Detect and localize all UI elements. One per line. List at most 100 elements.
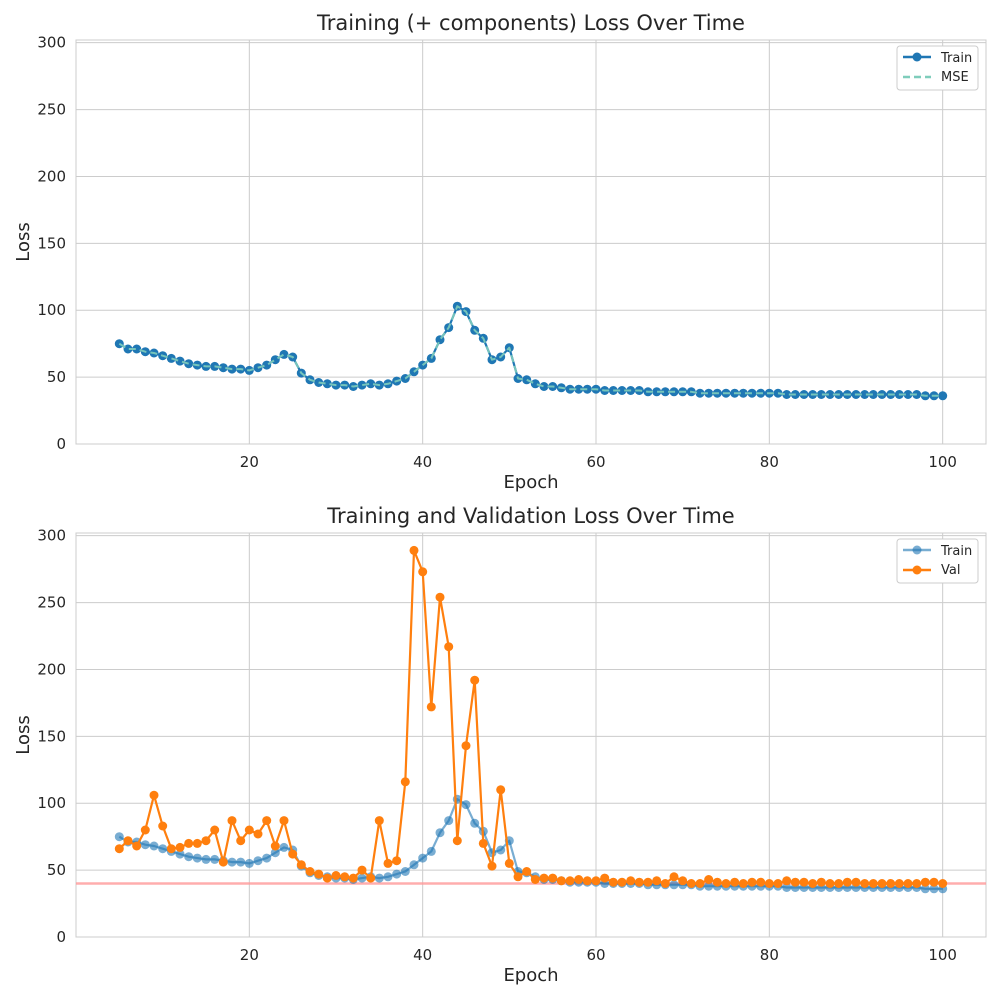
- chart-2-train-point: [262, 853, 272, 863]
- chart-2-val-point: [210, 825, 220, 835]
- chart-1-mse-line: [118, 305, 943, 397]
- chart-2-val-point: [920, 877, 930, 887]
- chart-2-train-point: [496, 845, 506, 855]
- chart-1-train-point: [530, 379, 540, 389]
- chart-2-val-point: [444, 642, 454, 652]
- chart-1-train-point: [218, 363, 228, 373]
- chart-2-val-point: [184, 838, 194, 848]
- chart-2-val-point: [548, 873, 558, 883]
- chart-1-train-point: [357, 380, 367, 390]
- chart-2-val-point: [522, 867, 532, 876]
- chart-2-train-point: [244, 858, 254, 868]
- chart-1-train-point: [860, 390, 870, 399]
- chart-2-val-point: [418, 567, 428, 577]
- chart-2-val-point: [868, 879, 878, 888]
- chart-2-val-point: [669, 872, 679, 882]
- chart-2-y-tick-label: 300: [37, 527, 66, 545]
- chart-1: Training (+ components) Loss Over Time 2…: [13, 11, 987, 493]
- chart-1-x-tick-label: 80: [760, 453, 779, 471]
- chart-2-val-point: [270, 841, 280, 851]
- chart-2-val-point: [912, 879, 922, 888]
- chart-2-val-point: [383, 858, 393, 868]
- chart-2-val-point: [782, 876, 792, 886]
- chart-2-val-point: [634, 877, 644, 887]
- chart-2-y-tick-label: 0: [56, 928, 66, 946]
- chart-2-train-point: [192, 853, 202, 863]
- chart-2-train-point: [929, 884, 939, 894]
- chart-2-train-point: [114, 832, 124, 842]
- chart-2-val-point: [366, 873, 376, 883]
- chart-2-val-point: [262, 816, 272, 826]
- chart-1-series-train: [114, 301, 948, 401]
- chart-2-val-point: [721, 879, 731, 888]
- chart-1-train-point: [132, 344, 142, 354]
- chart-2-train-point: [461, 800, 471, 810]
- chart-2-val-point: [903, 879, 913, 888]
- chart-1-y-tick-label: 100: [37, 301, 66, 319]
- chart-2-val-line: [118, 549, 943, 885]
- chart-2-val-point: [218, 857, 228, 867]
- chart-2-train-point: [409, 860, 419, 870]
- chart-1-train-point: [175, 356, 185, 366]
- chart-2-val-point: [808, 879, 818, 888]
- chart-1-train-point: [738, 388, 748, 398]
- chart-1-y-axis-label: Loss: [13, 222, 34, 261]
- chart-1-x-tick-label: 100: [928, 453, 957, 471]
- chart-2-plot-area: [75, 532, 987, 938]
- chart-1-title: Training (+ components) Loss Over Time: [316, 11, 745, 35]
- chart-2-train-point: [418, 853, 428, 863]
- chart-1-train-point: [574, 384, 584, 394]
- chart-2-val-point: [158, 821, 168, 831]
- chart-1-train-point: [747, 388, 757, 398]
- chart-2-val-point: [842, 877, 852, 887]
- chart-2-train-point: [270, 848, 280, 858]
- chart-2-val-point: [140, 825, 150, 835]
- chart-2-val-point: [773, 879, 783, 888]
- chart-2-legend: Train Val: [896, 538, 979, 584]
- chart-2-val-point: [747, 877, 757, 887]
- chart-2-train-point: [383, 872, 393, 882]
- chart-2-train-point: [140, 840, 150, 850]
- chart-2-val-point: [565, 876, 575, 886]
- chart-2-y-tick-label: 150: [37, 727, 66, 745]
- chart-2-val-point: [175, 842, 185, 852]
- chart-2-val-point: [582, 876, 592, 886]
- chart-1-train-point: [652, 387, 662, 397]
- chart-2-val-point: [452, 836, 462, 846]
- chart-2-train-point: [392, 869, 402, 879]
- chart-2-val-point: [470, 675, 480, 685]
- chart-2-val-point: [253, 829, 263, 839]
- chart-1-x-tick-label: 60: [586, 453, 605, 471]
- chart-2-val-point: [487, 861, 497, 871]
- chart-2-val-point: [435, 592, 445, 602]
- chart-1-plot-area: [75, 39, 987, 445]
- chart-2-val-point: [114, 844, 124, 854]
- chart-1-train-point: [938, 391, 948, 401]
- chart-2-train-point: [158, 844, 168, 854]
- chart-2-train-point: [210, 854, 220, 864]
- chart-2-val-point: [738, 879, 748, 888]
- chart-2-val-point: [296, 860, 306, 870]
- chart-2-val-point: [712, 877, 722, 887]
- chart-1-train-point: [522, 375, 532, 385]
- chart-1-series-mse: [118, 305, 943, 397]
- chart-2-val-point: [617, 877, 627, 887]
- chart-2-val-point: [860, 879, 870, 888]
- chart-2-val-point: [322, 873, 332, 883]
- chart-2-val-point: [626, 876, 636, 886]
- chart-1-train-point: [279, 349, 289, 359]
- chart-2-x-axis-label: Epoch: [503, 965, 558, 986]
- chart-2-val-point: [244, 825, 254, 835]
- chart-2-train-point: [704, 881, 714, 891]
- chart-2-val-point: [539, 873, 549, 883]
- chart-2-val-point: [695, 879, 705, 888]
- chart-1-train-point: [166, 353, 176, 363]
- chart-2-val-point: [426, 702, 436, 712]
- chart-2-val-point: [851, 877, 861, 887]
- chart-2-series-layer: [114, 545, 948, 894]
- chart-1-train-point: [539, 382, 549, 391]
- chart-1-x-axis-label: Epoch: [503, 472, 558, 493]
- chart-2-train-point: [357, 873, 367, 883]
- chart-2-y-tick-label: 50: [47, 861, 66, 879]
- chart-1-legend-train-label: Train: [940, 51, 972, 66]
